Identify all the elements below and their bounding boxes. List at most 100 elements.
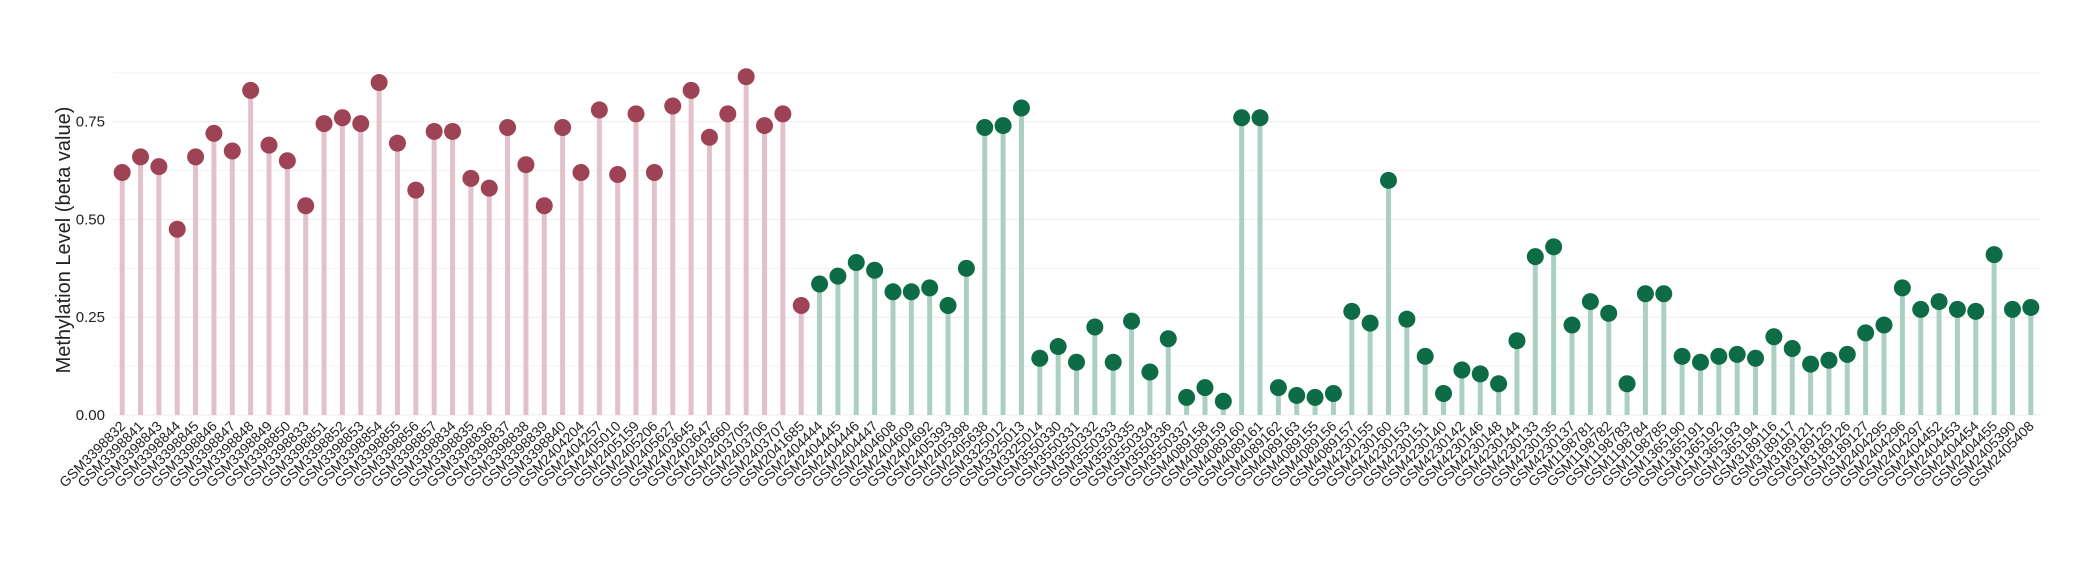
dot (792, 296, 810, 314)
dot (1618, 375, 1636, 393)
dot (994, 117, 1012, 135)
dot (829, 267, 847, 285)
dot (1416, 347, 1434, 365)
dot (1123, 312, 1141, 330)
dot (278, 152, 296, 170)
dot (976, 119, 994, 137)
dot (737, 68, 755, 86)
dot (1068, 353, 1085, 371)
dot (1086, 318, 1104, 336)
dot (847, 253, 865, 271)
dot (113, 164, 131, 182)
dot (921, 279, 939, 297)
dot (223, 142, 241, 160)
dot (1747, 349, 1765, 367)
dot (132, 148, 150, 166)
dot (1379, 171, 1397, 189)
dot (499, 119, 517, 137)
y-axis-label: Methylation Level (beta value) (53, 107, 75, 374)
dot (664, 97, 682, 115)
dot (388, 134, 406, 152)
dot (1655, 285, 1673, 303)
dot (1214, 392, 1232, 410)
dot (1581, 293, 1599, 311)
dot (425, 122, 443, 140)
dot (370, 74, 388, 92)
dot (1985, 246, 2003, 264)
y-tick-label: 0.25 (76, 309, 105, 326)
dot (1361, 314, 1379, 332)
dot (1508, 332, 1526, 350)
dot (444, 122, 462, 140)
dot (1765, 328, 1783, 346)
dot (1783, 340, 1801, 358)
dot (1893, 279, 1911, 297)
dot (260, 136, 278, 154)
dot (1691, 353, 1709, 371)
dot (1471, 365, 1489, 383)
dot (1306, 388, 1324, 406)
dot (1104, 353, 1122, 371)
dot (1710, 347, 1728, 365)
dot (168, 220, 186, 238)
dot (756, 117, 774, 135)
dot (205, 124, 223, 142)
dot (480, 179, 498, 197)
dot (1453, 361, 1471, 379)
dot (1324, 384, 1342, 402)
dot (1435, 384, 1453, 402)
dot (1948, 300, 1966, 318)
dot (1196, 379, 1214, 397)
dot (1269, 379, 1287, 397)
dot (2003, 300, 2021, 318)
dot (645, 164, 663, 182)
dot (1875, 316, 1893, 334)
dot (1526, 248, 1544, 266)
dot (1912, 300, 1930, 318)
dot (1563, 316, 1581, 334)
dot (554, 119, 572, 137)
dot (939, 296, 957, 314)
dot (866, 261, 884, 279)
dot (902, 283, 920, 301)
dot (352, 115, 370, 133)
dot (462, 169, 480, 187)
dot (1545, 238, 1563, 256)
dot (1636, 285, 1654, 303)
dot (957, 259, 975, 277)
dot (1398, 310, 1416, 328)
dot (407, 181, 425, 199)
dot (811, 275, 829, 293)
dot (315, 115, 333, 133)
dot (627, 105, 645, 123)
dot (297, 197, 315, 215)
dot (590, 101, 608, 119)
dot (1141, 363, 1159, 381)
dot (719, 105, 737, 123)
y-tick-label: 0.75 (76, 114, 105, 131)
dot (1012, 99, 1030, 117)
dot (774, 105, 792, 123)
dot (1838, 345, 1856, 363)
dot (1178, 388, 1196, 406)
dot (1967, 302, 1985, 320)
dot (150, 158, 168, 176)
dot (1728, 345, 1746, 363)
dot (1600, 304, 1618, 322)
dot (333, 109, 351, 127)
dot (1031, 349, 1049, 367)
dot (187, 148, 205, 166)
y-tick-label: 0.50 (76, 211, 105, 228)
dot (1288, 386, 1306, 404)
dot (1251, 109, 1269, 127)
dot (1820, 351, 1838, 369)
dot (517, 156, 535, 174)
dot (884, 283, 902, 301)
dot (2022, 298, 2040, 316)
dot (682, 81, 700, 99)
dot (1802, 355, 1820, 373)
y-tick-label: 0.00 (76, 407, 105, 424)
dot (609, 165, 627, 183)
dot (1673, 347, 1691, 365)
